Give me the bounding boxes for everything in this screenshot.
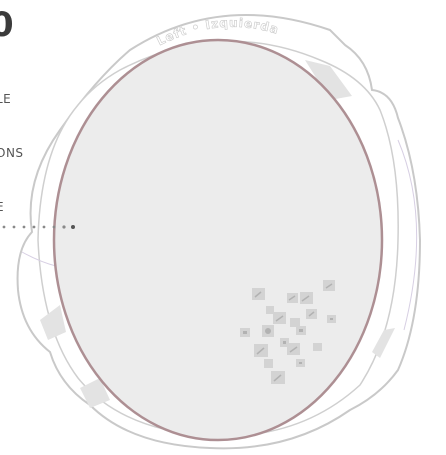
tile-marker[interactable] <box>266 306 274 314</box>
tile-marker[interactable] <box>254 344 268 357</box>
zone-left <box>40 305 66 340</box>
tile-marker[interactable] <box>287 343 300 355</box>
tile-marker[interactable] <box>296 326 306 335</box>
tile-marker[interactable] <box>271 371 285 384</box>
tile-marker[interactable] <box>280 338 289 347</box>
caption-line: E <box>0 198 24 216</box>
leader-dots <box>2 225 75 229</box>
tile-marker[interactable] <box>290 318 300 327</box>
zone-right <box>372 328 395 358</box>
caption-line: ONS <box>0 146 24 160</box>
tile-marker[interactable] <box>300 292 313 304</box>
caption-line: LE <box>0 92 12 106</box>
tile-marker[interactable] <box>262 325 274 337</box>
tile-marker[interactable] <box>252 288 265 300</box>
left-guide-line <box>21 251 57 267</box>
tile-marker[interactable] <box>273 312 286 324</box>
zone-top-right <box>305 60 352 100</box>
collection-caption: LE ONS E <box>0 54 24 234</box>
tile-marker[interactable] <box>327 315 336 323</box>
tile-marker[interactable] <box>323 280 335 291</box>
zone-bottom-left <box>80 378 110 408</box>
right-guide-line <box>397 139 418 331</box>
tile-marker[interactable] <box>240 328 250 337</box>
tile-cluster <box>240 280 336 384</box>
tile-marker[interactable] <box>287 293 298 303</box>
tile-marker[interactable] <box>296 359 305 367</box>
tile-marker[interactable] <box>313 343 322 351</box>
iris-ellipse <box>52 38 384 442</box>
tile-marker[interactable] <box>264 359 273 368</box>
tile-marker[interactable] <box>306 309 317 319</box>
collection-count: 0 <box>0 5 14 45</box>
